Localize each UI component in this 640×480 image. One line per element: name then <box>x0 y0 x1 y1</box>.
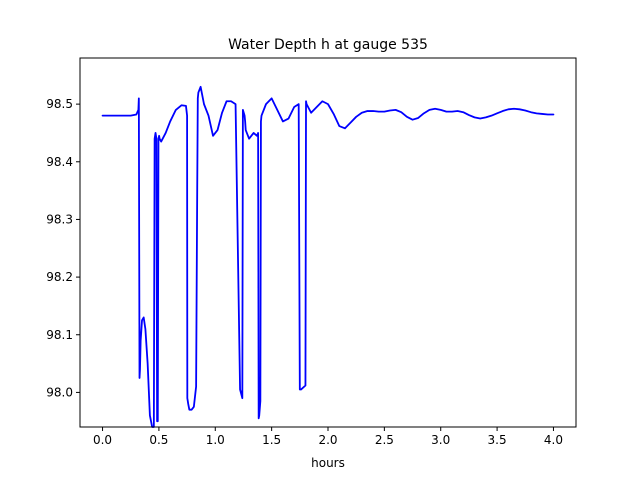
x-tick-label: 4.0 <box>544 433 563 447</box>
plot-area: 0.0 0.5 1.0 1.5 2.0 2.5 3.0 3.5 4.0 98.0 98.1 98.2 9… <box>46 57 577 447</box>
y-tick-label: 98.1 <box>46 328 73 342</box>
x-tick-label: 0.5 <box>149 433 168 447</box>
x-tick-label: 1.5 <box>262 433 281 447</box>
chart-title: Water Depth h at gauge 535 <box>228 37 428 53</box>
x-tick-label: 3.0 <box>431 433 450 447</box>
x-tick-label: 2.0 <box>318 433 337 447</box>
y-tick-label: 98.2 <box>46 270 73 284</box>
y-tick-label: 98.5 <box>46 97 73 111</box>
series-line-0 <box>101 85 555 428</box>
x-axis-title: hours <box>311 456 345 470</box>
x-tick-label: 1.0 <box>206 433 225 447</box>
y-tick-label: 98.0 <box>46 385 73 399</box>
x-tick-label: 2.5 <box>375 433 394 447</box>
x-tick-label: 3.5 <box>488 433 507 447</box>
y-tick-label: 98.3 <box>46 212 73 226</box>
x-tick-label: 0.0 <box>93 433 112 447</box>
y-tick-label: 98.4 <box>46 155 73 169</box>
